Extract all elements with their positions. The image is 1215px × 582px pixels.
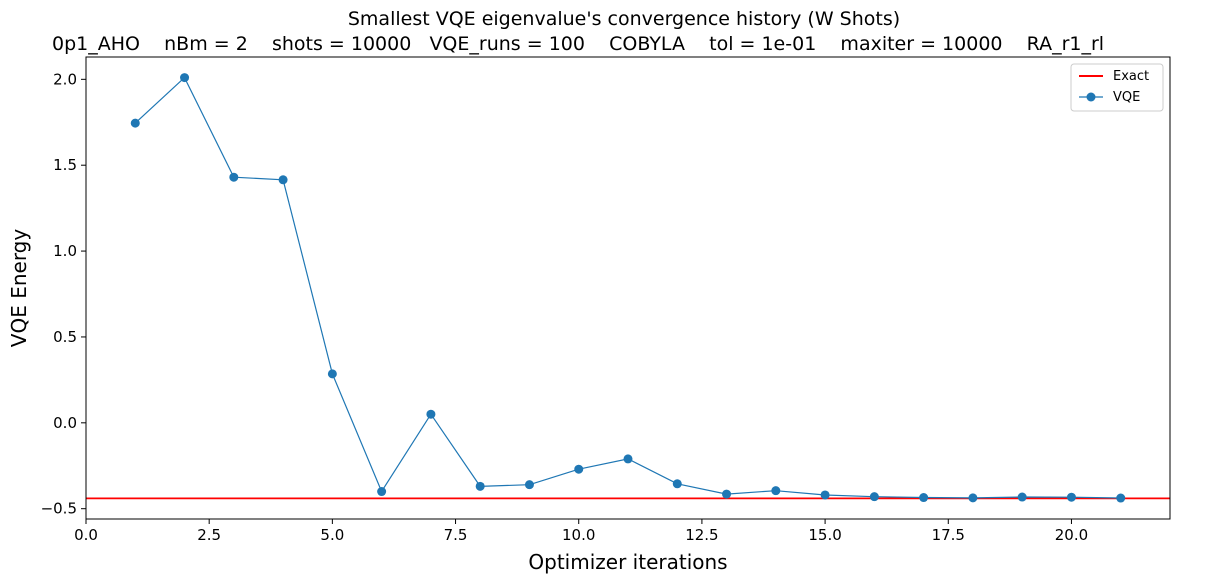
data-point	[524, 480, 534, 490]
y-tick-label: 1.0	[53, 242, 77, 260]
data-point	[426, 409, 436, 419]
legend-label-vqe: VQE	[1113, 90, 1140, 105]
data-point	[278, 175, 288, 185]
data-point	[1116, 493, 1126, 503]
data-point	[968, 493, 978, 503]
data-point	[475, 481, 485, 491]
data-point	[820, 490, 830, 500]
legend: Exact VQE	[1070, 63, 1164, 112]
data-point	[919, 493, 929, 503]
data-point	[672, 479, 682, 489]
y-tick-label: 0.0	[53, 414, 77, 432]
x-tick-label: 10.0	[562, 526, 595, 544]
data-point	[869, 492, 879, 502]
data-point	[722, 489, 732, 499]
data-point	[180, 73, 190, 83]
data-point	[574, 464, 584, 474]
chart-title: Smallest VQE eigenvalue's convergence hi…	[348, 8, 900, 30]
data-point	[771, 486, 781, 496]
x-tick-label: 2.5	[197, 526, 221, 544]
x-axis-label: Optimizer iterations	[528, 550, 727, 574]
legend-vqe-marker	[1086, 92, 1096, 102]
x-tick-label: 0.0	[74, 526, 98, 544]
y-axis-label: VQE Energy	[7, 229, 31, 348]
chart-subtitle: 0p1_AHO nBm = 2 shots = 10000 VQE_runs =…	[52, 33, 1104, 55]
x-tick-label: 12.5	[685, 526, 718, 544]
data-point	[1066, 492, 1076, 502]
plot-area: 0.0 2.5 5.0 7.5 10.0 12.5 15.0 17.5 20.0 −0.5 0.0 0…	[41, 56, 1171, 544]
data-point	[229, 172, 239, 182]
x-tick-label: 15.0	[808, 526, 841, 544]
y-tick-label: 0.5	[53, 328, 77, 346]
x-tick-label: 17.5	[932, 526, 965, 544]
legend-label-exact: Exact	[1113, 69, 1149, 84]
y-tick-label: −0.5	[41, 500, 77, 518]
data-point	[130, 118, 140, 128]
plot-frame	[85, 56, 1171, 520]
data-point	[623, 454, 633, 464]
data-point	[1017, 492, 1027, 502]
data-point	[377, 487, 387, 497]
x-tick-label: 7.5	[444, 526, 468, 544]
data-point	[327, 369, 337, 379]
x-tick-label: 5.0	[320, 526, 344, 544]
y-tick-label: 2.0	[53, 70, 77, 88]
y-tick-label: 1.5	[53, 156, 77, 174]
series-line-vqe	[134, 76, 1121, 499]
x-tick-label: 20.0	[1055, 526, 1088, 544]
